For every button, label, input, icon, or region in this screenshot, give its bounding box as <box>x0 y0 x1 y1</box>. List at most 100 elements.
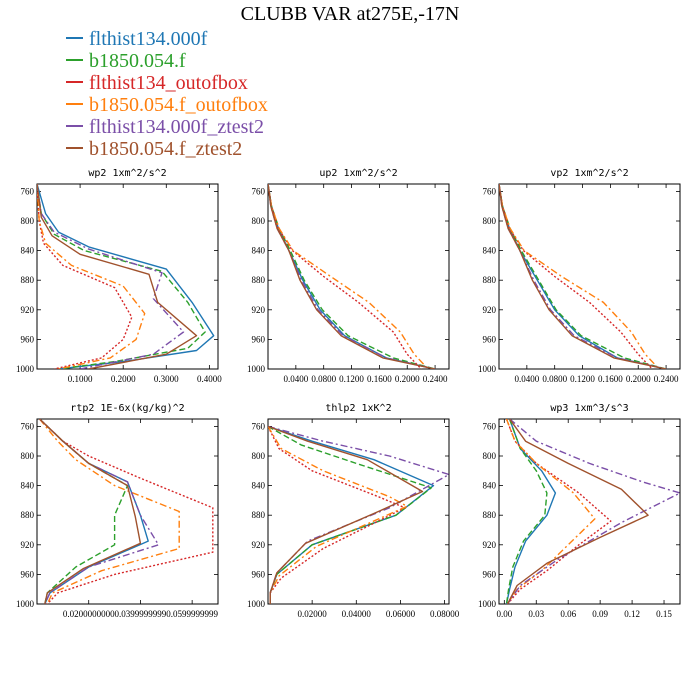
series-line <box>37 184 198 369</box>
series-line <box>268 426 408 604</box>
y-tick-label: 760 <box>21 186 35 196</box>
y-tick-label: 1000 <box>16 364 35 374</box>
y-tick-label: 760 <box>483 186 497 196</box>
x-tick-label: 0.0399999999 <box>115 609 167 619</box>
y-tick-label: 960 <box>483 334 497 344</box>
y-tick-label: 1000 <box>247 599 266 609</box>
series-line <box>37 184 185 369</box>
series-line <box>268 425 424 604</box>
y-tick-label: 800 <box>252 216 266 226</box>
x-tick-label: 0.2000 <box>111 374 136 384</box>
legend-entry: flthist134.000f_ztest2 <box>66 116 396 138</box>
x-tick-label: 0.1200 <box>570 374 595 384</box>
x-tick-label: 0.09 <box>592 609 608 619</box>
series-line <box>499 184 667 369</box>
series-group <box>268 425 449 604</box>
chart-panel: thlp2 1xK^2 760 800 840 880 920 960 1000 0.02000… <box>247 403 460 619</box>
panel-title: thlp2 1xK^2 <box>325 403 391 414</box>
x-tick-label: 0.0800 <box>311 374 336 384</box>
series-line <box>505 419 612 604</box>
legend-swatch <box>66 59 83 62</box>
x-tick-label: 0.0400 <box>514 374 539 384</box>
series-line <box>39 419 142 604</box>
legend-swatch <box>66 125 83 128</box>
legend-entry: flthist134_outofbox <box>66 72 396 94</box>
x-tick-label: 0.1600 <box>598 374 623 384</box>
y-tick-label: 960 <box>483 569 497 579</box>
legend-label: b1850.054.f_ztest2 <box>89 138 243 160</box>
series-line <box>505 419 557 604</box>
y-tick-label: 880 <box>252 510 266 520</box>
x-tick-label: 0.3000 <box>154 374 179 384</box>
legend-entry: flthist134.000f <box>66 28 396 50</box>
plot-frame <box>498 183 681 370</box>
x-tick-label: 0.4000 <box>197 374 222 384</box>
x-tick-label: 0.0599999999 <box>166 609 218 619</box>
y-tick-label: 1000 <box>16 599 35 609</box>
legend-entry: b1850.054.f_ztest2 <box>66 138 396 160</box>
series-line <box>39 419 180 604</box>
y-tick-label: 920 <box>252 305 266 315</box>
series-group <box>37 184 215 369</box>
x-tick-label: 0.1000 <box>68 374 93 384</box>
series-group <box>39 419 214 604</box>
page-title: CLUBB VAR at275E,-17N <box>240 3 460 25</box>
y-tick-label: 800 <box>21 216 35 226</box>
x-tick-label: 0.02000 <box>298 609 328 619</box>
chart-panel: rtp2 1E-6x(kg/kg)^2 760 800 840 880 920 960 100… <box>16 403 219 619</box>
x-tick-label: 0.03 <box>528 609 544 619</box>
y-tick-label: 920 <box>483 305 497 315</box>
legend-label: b1850.054.f <box>89 50 186 72</box>
series-line <box>506 419 680 604</box>
x-tick-label: 0.15 <box>656 609 672 619</box>
y-tick-label: 1000 <box>478 599 497 609</box>
series-line <box>268 184 429 369</box>
series-line <box>37 184 146 369</box>
x-tick-label: 0.0200000000 <box>63 609 115 619</box>
panel-title: wp2 1xm^2/s^2 <box>88 168 166 179</box>
series-line <box>499 184 653 369</box>
legend-label: flthist134_outofbox <box>89 72 248 94</box>
series-group <box>505 419 680 604</box>
series-line <box>505 419 548 604</box>
plot-frame <box>36 418 219 605</box>
panel-title: rtp2 1E-6x(kg/kg)^2 <box>70 403 184 414</box>
x-tick-label: 0.2000 <box>626 374 651 384</box>
legend-swatch <box>66 103 83 106</box>
y-tick-label: 960 <box>21 334 35 344</box>
chart-panel: vp2 1xm^2/s^2 760 800 840 880 920 960 1000 0.040… <box>478 168 681 384</box>
x-tick-label: 0.0800 <box>542 374 567 384</box>
series-group <box>499 184 667 369</box>
series-line <box>39 419 149 604</box>
series-line <box>268 184 422 369</box>
plot-frame <box>36 183 219 370</box>
x-tick-label: 0.04000 <box>342 609 372 619</box>
legend-entry: b1850.054.f_outofbox <box>66 94 396 116</box>
series-line <box>506 419 649 604</box>
y-tick-label: 960 <box>252 334 266 344</box>
y-tick-label: 760 <box>21 421 35 431</box>
y-tick-label: 920 <box>21 540 35 550</box>
x-tick-label: 0.06 <box>560 609 576 619</box>
x-tick-label: 0.06000 <box>386 609 416 619</box>
y-tick-label: 960 <box>21 569 35 579</box>
y-tick-label: 760 <box>252 186 266 196</box>
series-line <box>39 419 160 604</box>
panel-title: wp3 1xm^3/s^3 <box>550 403 628 414</box>
chart-panel: up2 1xm^2/s^2 760 800 840 880 920 960 1000 0.040… <box>247 168 450 384</box>
series-group <box>268 184 436 369</box>
y-tick-label: 920 <box>252 540 266 550</box>
y-tick-label: 840 <box>252 246 266 256</box>
y-tick-label: 1000 <box>478 364 497 374</box>
y-tick-label: 920 <box>483 540 497 550</box>
y-tick-label: 800 <box>483 216 497 226</box>
x-tick-label: 0.0400 <box>283 374 308 384</box>
legend-swatch <box>66 37 83 40</box>
x-tick-label: 0.2400 <box>423 374 448 384</box>
y-tick-label: 840 <box>252 481 266 491</box>
y-tick-label: 840 <box>483 481 497 491</box>
series-line <box>505 419 596 604</box>
y-tick-label: 880 <box>21 275 35 285</box>
x-tick-label: 0.00 <box>496 609 512 619</box>
